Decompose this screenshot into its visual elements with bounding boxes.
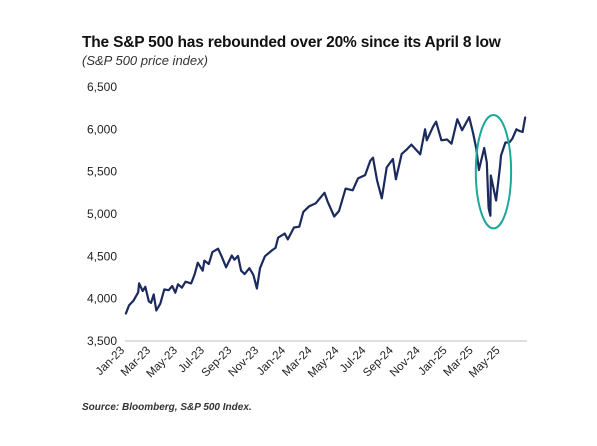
y-tick-label: 3,500	[87, 334, 117, 348]
x-axis: Jan-23Mar-23May-23Jul-23Sep-23Nov-23Jan-…	[94, 340, 527, 380]
y-tick-label: 5,500	[87, 165, 117, 179]
y-axis: 3,500 4,000 4,500 5,000 5,500 6,000 6,500	[87, 80, 117, 348]
y-tick-label: 4,000	[87, 292, 117, 306]
y-tick-label: 6,500	[87, 80, 117, 94]
chart-source: Source: Bloomberg, S&P 500 Index.	[82, 402, 252, 413]
x-tick-label: May-24	[306, 344, 342, 380]
series-layer	[124, 115, 527, 315]
y-tick-label: 4,500	[87, 249, 117, 263]
chart-title: The S&P 500 has rebounded over 20% since…	[82, 34, 501, 51]
x-tick-label: Nov-23	[227, 345, 262, 380]
y-tick-label: 5,000	[87, 207, 117, 221]
x-tick-label: Nov-24	[388, 344, 423, 379]
chart-subtitle: (S&P 500 price index)	[82, 53, 208, 68]
highlight-circle	[474, 113, 513, 230]
y-tick-label: 6,000	[87, 122, 117, 136]
annotation-layer	[474, 113, 513, 230]
series-line	[124, 115, 527, 315]
